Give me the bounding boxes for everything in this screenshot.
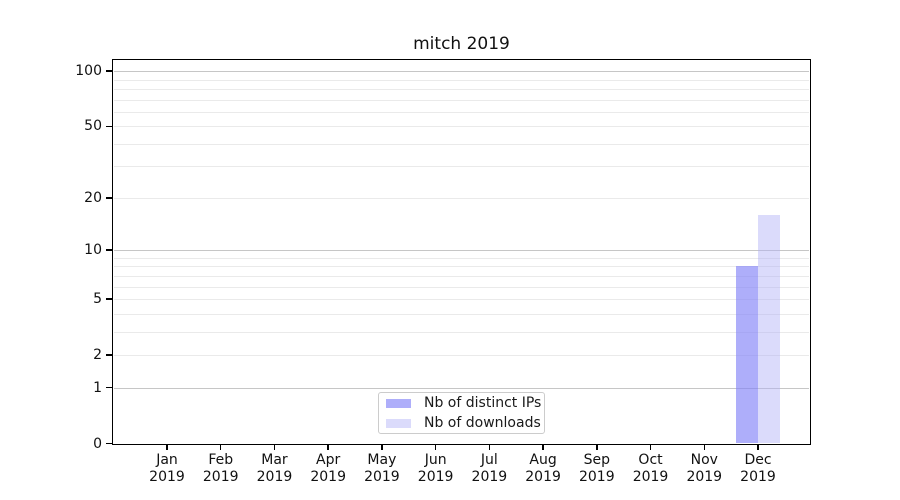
- x-axis-tick-label: Sep 2019: [565, 452, 629, 486]
- x-tick-year: 2019: [632, 469, 669, 485]
- legend-label: Nb of downloads: [424, 415, 541, 431]
- x-tick-mark: [434, 444, 437, 450]
- x-tick-mark: [166, 444, 168, 450]
- x-tick-mark: [488, 444, 491, 450]
- x-tick-year: 2019: [578, 469, 615, 485]
- y-tick-mark: [106, 298, 113, 300]
- chart-title: mitch 2019: [413, 34, 510, 54]
- y-tick-mark: [106, 386, 113, 389]
- y-tick-mark: [106, 442, 113, 445]
- y-axis-tick-label: 50: [84, 118, 102, 135]
- x-tick-year: 2019: [202, 469, 239, 485]
- x-axis-tick-label: May 2019: [350, 452, 414, 486]
- y-gridline-minor: [113, 286, 809, 288]
- x-tick-month: Dec: [744, 452, 772, 468]
- y-gridline-minor: [113, 88, 809, 90]
- y-gridline-major: [113, 71, 809, 73]
- legend-item: Nb of distinct IPs: [386, 394, 544, 412]
- y-gridline-major: [113, 387, 809, 389]
- x-tick-mark: [757, 444, 759, 450]
- x-axis-tick-label: Nov 2019: [672, 452, 736, 486]
- x-axis-tick-label: Jul 2019: [457, 452, 521, 486]
- x-tick-year: 2019: [364, 469, 400, 485]
- bar-nb-of-distinct-ips: [736, 266, 758, 444]
- x-tick-mark: [649, 444, 652, 450]
- x-tick-month: Oct: [638, 452, 663, 468]
- x-tick-mark: [381, 444, 383, 450]
- x-tick-month: Mar: [261, 452, 288, 468]
- y-gridline-minor: [113, 354, 809, 356]
- x-tick-year: 2019: [686, 469, 723, 485]
- y-tick-mark: [106, 354, 113, 356]
- x-tick-year: 2019: [256, 469, 293, 485]
- x-tick-month: Nov: [690, 452, 718, 468]
- y-gridline-minor: [113, 143, 809, 145]
- x-tick-year: 2019: [471, 469, 508, 485]
- x-tick-mark: [327, 444, 329, 450]
- y-gridline-minor: [113, 266, 809, 268]
- legend: Nb of distinct IPs Nb of downloads: [378, 392, 545, 434]
- x-axis-tick-label: Jan 2019: [135, 452, 199, 486]
- y-gridline-minor: [113, 275, 809, 277]
- x-axis-tick-label: Oct 2019: [619, 452, 683, 486]
- y-tick-mark: [106, 70, 113, 72]
- y-axis-tick-label: 10: [84, 242, 102, 259]
- y-axis-tick-label: 20: [84, 189, 102, 206]
- x-axis-tick-label: Feb 2019: [189, 452, 253, 486]
- x-tick-mark: [596, 444, 598, 450]
- y-gridline-minor: [113, 298, 809, 300]
- x-axis-tick-label: Dec 2019: [726, 452, 790, 486]
- x-tick-month: Jan: [156, 452, 178, 468]
- y-gridline-minor: [113, 313, 809, 315]
- x-axis-tick-label: Mar 2019: [242, 452, 306, 486]
- y-gridline-minor: [113, 166, 809, 168]
- x-tick-month: May: [367, 452, 397, 468]
- x-tick-month: Apr: [316, 452, 341, 468]
- plot-area: [112, 59, 811, 445]
- y-axis-tick-label: 5: [93, 290, 102, 307]
- y-axis-tick-label: 100: [75, 63, 102, 80]
- x-tick-mark: [220, 444, 222, 450]
- y-gridline-minor: [113, 197, 809, 199]
- x-tick-month: Feb: [208, 452, 234, 468]
- x-tick-month: Jul: [480, 452, 498, 468]
- legend-label: Nb of distinct IPs: [424, 395, 542, 411]
- legend-item: Nb of downloads: [386, 414, 544, 432]
- x-axis-tick-label: Aug 2019: [511, 452, 575, 486]
- y-tick-mark: [106, 125, 113, 127]
- y-gridline-major: [113, 250, 809, 252]
- legend-swatch-nb-of-distinct-ips: [386, 398, 411, 408]
- y-gridline-minor: [113, 126, 809, 128]
- x-tick-mark: [703, 444, 705, 450]
- x-tick-year: 2019: [740, 469, 776, 485]
- y-gridline-minor: [113, 257, 809, 259]
- y-gridline-minor: [113, 79, 809, 81]
- x-axis-tick-label: Apr 2019: [296, 452, 360, 486]
- x-tick-year: 2019: [417, 469, 454, 485]
- x-tick-month: Sep: [583, 452, 610, 468]
- x-tick-month: Jun: [424, 452, 447, 468]
- y-gridline-minor: [113, 111, 809, 113]
- x-tick-month: Aug: [529, 452, 557, 468]
- y-axis-tick-label: 2: [93, 346, 102, 363]
- y-axis-tick-label: 0: [93, 435, 102, 452]
- x-tick-year: 2019: [525, 469, 561, 485]
- x-tick-year: 2019: [149, 469, 185, 485]
- y-tick-mark: [106, 249, 113, 251]
- y-gridline-minor: [113, 99, 809, 101]
- y-gridline-minor: [113, 331, 809, 333]
- y-axis-tick-label: 1: [93, 379, 102, 396]
- y-tick-mark: [106, 197, 113, 199]
- x-tick-mark: [273, 444, 276, 450]
- bar-nb-of-downloads: [758, 214, 780, 444]
- legend-swatch-nb-of-downloads: [386, 418, 411, 428]
- x-tick-mark: [542, 444, 544, 450]
- x-axis-tick-label: Jun 2019: [404, 452, 468, 486]
- x-tick-year: 2019: [310, 469, 346, 485]
